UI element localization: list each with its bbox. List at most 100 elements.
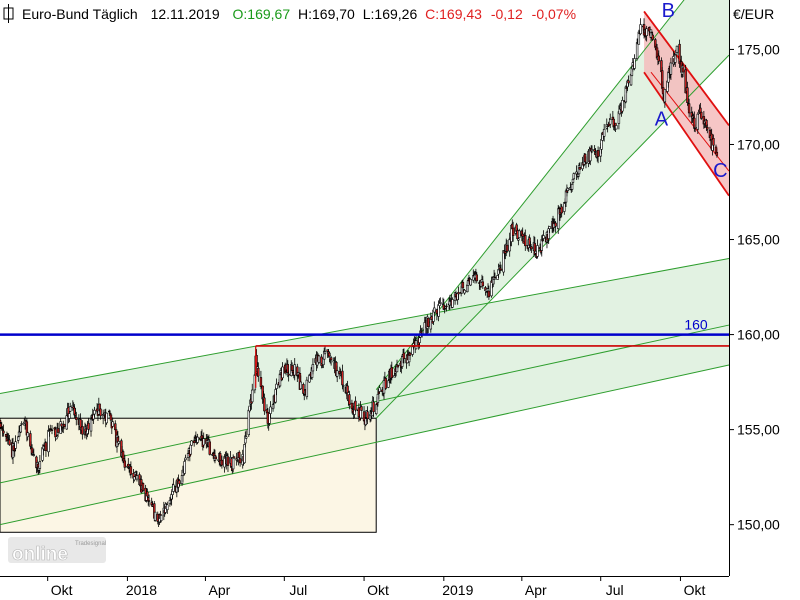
candle-body: [127, 463, 130, 467]
candle-body: [554, 222, 557, 227]
candle-body: [133, 476, 136, 481]
candle: [172, 478, 175, 493]
candle: [511, 221, 515, 242]
candle-body: [540, 239, 543, 251]
candle: [335, 365, 339, 383]
candle: [226, 453, 230, 472]
candle-body: [408, 352, 412, 356]
candle: [89, 415, 93, 437]
candle: [609, 113, 612, 129]
candle: [696, 113, 699, 134]
candle: [493, 272, 497, 280]
y-tick-label: 175,00: [737, 41, 780, 57]
candle: [305, 376, 309, 400]
candle: [299, 375, 302, 390]
candle: [129, 461, 133, 479]
candle: [20, 421, 23, 425]
candle-body: [55, 436, 58, 440]
candle-body: [89, 418, 93, 432]
candle: [160, 514, 163, 523]
candle-body: [570, 183, 574, 190]
candle-body: [342, 385, 345, 387]
candle-body: [635, 42, 639, 59]
candle-body: [259, 377, 263, 387]
candle-body: [231, 457, 235, 470]
watermark-brand: Tradesignal: [75, 541, 106, 547]
candle: [686, 81, 689, 106]
candle-body: [548, 226, 551, 229]
candle: [69, 402, 72, 413]
candle-body: [274, 389, 277, 403]
watermark-text: online: [12, 544, 68, 565]
candle: [56, 422, 60, 438]
downtrend-channel-lower-line: [643, 71, 730, 197]
candle: [214, 455, 218, 460]
candle-body: [65, 415, 68, 430]
candle-body: [87, 422, 90, 430]
candle: [693, 124, 697, 133]
candle: [635, 38, 639, 61]
candle-body: [377, 392, 381, 394]
candle-body: [293, 364, 296, 376]
candle: [463, 288, 466, 295]
candle-body: [286, 364, 289, 374]
candle: [322, 347, 326, 365]
candle-body: [609, 119, 612, 125]
lower-channel-lower-line: [0, 364, 730, 526]
candle-body: [8, 439, 11, 446]
candle: [411, 346, 414, 357]
candle: [540, 235, 543, 257]
candle-body: [109, 414, 113, 421]
candle-body: [153, 511, 157, 521]
candle: [183, 459, 186, 476]
candle: [275, 378, 278, 396]
candle: [681, 63, 685, 78]
candle: [244, 430, 248, 439]
candle: [269, 401, 272, 419]
candle-body: [390, 367, 394, 378]
candle-body: [469, 279, 472, 286]
candle: [274, 387, 277, 404]
candle: [348, 390, 351, 410]
candle-body: [29, 433, 32, 447]
candle-body: [220, 459, 224, 466]
candle-body: [366, 411, 369, 419]
wave-C-label: C: [713, 160, 727, 182]
candle-body: [584, 162, 588, 164]
candle-body: [560, 206, 563, 214]
candle: [232, 456, 236, 459]
candle-body: [166, 504, 169, 511]
header-close: C:169,43: [425, 6, 482, 22]
y-tick-label: 150,00: [737, 517, 780, 533]
candle: [117, 435, 120, 446]
candle-body: [238, 458, 242, 464]
candle: [637, 29, 641, 45]
candle: [518, 228, 521, 239]
candle-body: [105, 412, 108, 424]
candle-body: [2, 430, 5, 434]
candle: [342, 384, 345, 392]
candle: [669, 57, 673, 80]
candle: [584, 156, 588, 169]
candle-body: [686, 87, 689, 103]
candle: [257, 362, 260, 382]
candle: [390, 361, 394, 381]
candle: [29, 430, 32, 449]
candle-body: [499, 268, 503, 271]
candle-body: [650, 31, 654, 34]
candle: [663, 89, 667, 108]
header-date: 12.11.2019: [151, 6, 220, 22]
candle: [8, 434, 11, 446]
candle-body: [183, 461, 186, 474]
candle-body: [602, 128, 606, 137]
candle-body: [493, 276, 497, 279]
candle-body: [121, 451, 125, 460]
candle-body: [335, 370, 339, 377]
candle-body: [135, 475, 139, 480]
candle-body: [354, 400, 357, 411]
candle: [554, 220, 557, 233]
candle: [0, 419, 2, 427]
candle-body: [505, 244, 509, 252]
candle: [189, 444, 192, 456]
candle: [317, 355, 321, 364]
